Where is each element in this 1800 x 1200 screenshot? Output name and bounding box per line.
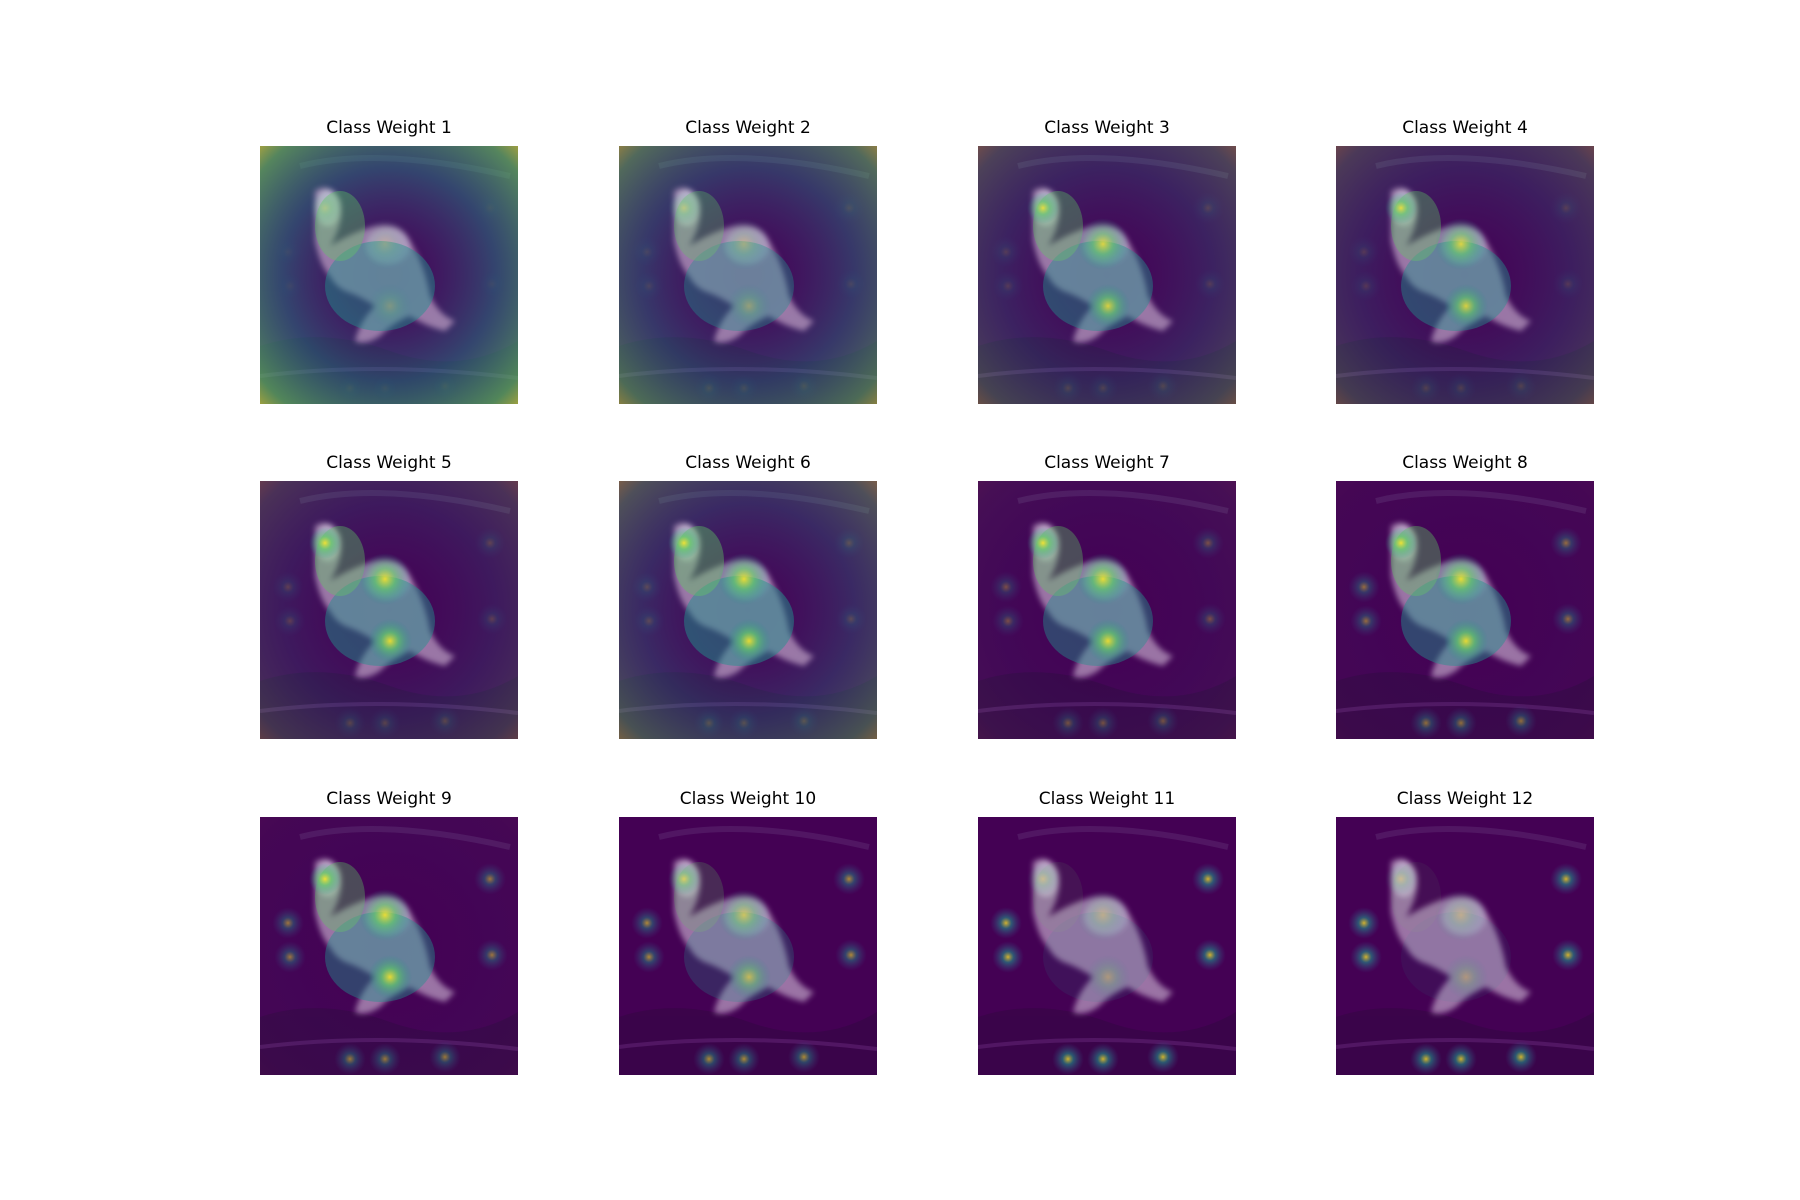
heatmap-svg xyxy=(978,481,1236,739)
heatmap-image xyxy=(619,146,877,404)
panel-title: Class Weight 4 xyxy=(1336,116,1594,140)
panel-title: Class Weight 10 xyxy=(619,787,877,811)
heatmap-image xyxy=(978,481,1236,739)
heatmap-image xyxy=(1336,146,1594,404)
heatmap-svg xyxy=(619,146,877,404)
heatmap-svg xyxy=(260,817,518,1075)
panel-title: Class Weight 5 xyxy=(260,451,518,475)
heatmap-image xyxy=(978,817,1236,1075)
heatmap-image xyxy=(260,481,518,739)
heatmap-svg xyxy=(1336,481,1594,739)
heatmap-image xyxy=(619,817,877,1075)
panel-title: Class Weight 2 xyxy=(619,116,877,140)
panel-title: Class Weight 11 xyxy=(978,787,1236,811)
heatmap-image xyxy=(978,146,1236,404)
panel-title: Class Weight 6 xyxy=(619,451,877,475)
panel-title: Class Weight 3 xyxy=(978,116,1236,140)
heatmap-image xyxy=(619,481,877,739)
heatmap-svg xyxy=(619,817,877,1075)
heatmap-svg xyxy=(1336,817,1594,1075)
heatmap-svg xyxy=(619,481,877,739)
heatmap-image xyxy=(260,817,518,1075)
heatmap-image xyxy=(1336,817,1594,1075)
heatmap-svg xyxy=(1336,146,1594,404)
heatmap-svg xyxy=(978,817,1236,1075)
panel-title: Class Weight 9 xyxy=(260,787,518,811)
heatmap-svg xyxy=(978,146,1236,404)
panel-title: Class Weight 1 xyxy=(260,116,518,140)
heatmap-svg xyxy=(260,146,518,404)
heatmap-image xyxy=(1336,481,1594,739)
panel-title: Class Weight 12 xyxy=(1336,787,1594,811)
heatmap-svg xyxy=(260,481,518,739)
panel-title: Class Weight 8 xyxy=(1336,451,1594,475)
panel-title: Class Weight 7 xyxy=(978,451,1236,475)
heatmap-image xyxy=(260,146,518,404)
